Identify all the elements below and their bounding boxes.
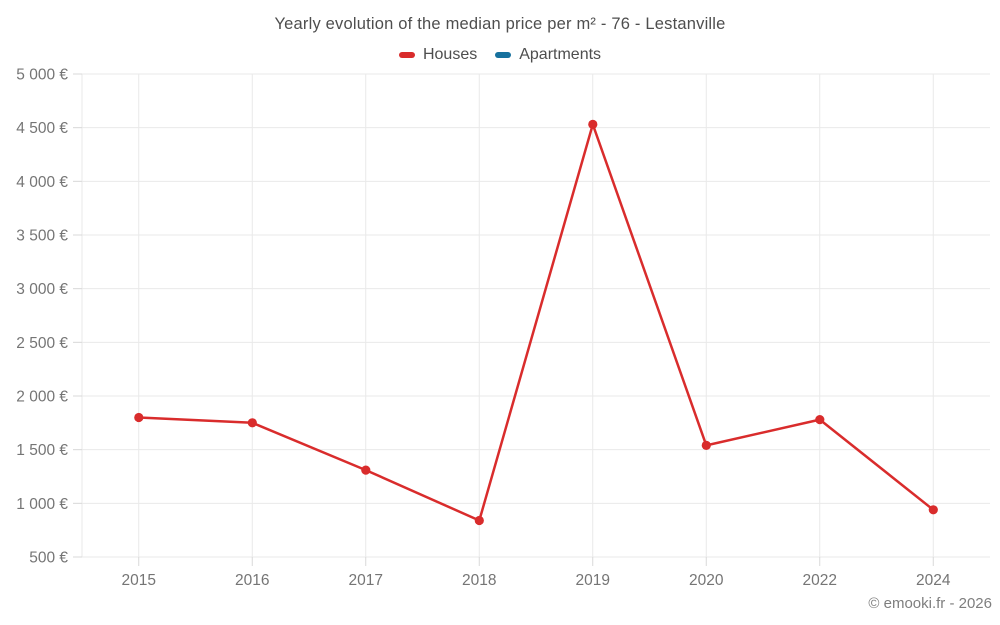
- y-tick-label: 4 000 €: [16, 174, 68, 191]
- legend-label: Houses: [422, 46, 478, 63]
- y-tick-label: 3 500 €: [16, 228, 68, 245]
- x-tick-label: 2019: [576, 572, 610, 589]
- houses-series-line: [137, 123, 935, 522]
- y-tick-label: 5 000 €: [16, 67, 68, 84]
- legend-label: Apartments: [519, 46, 602, 63]
- attribution-text: © emooki.fr - 2026: [868, 595, 992, 612]
- legend-swatch-apartments: [495, 52, 512, 58]
- x-tick-label: 2017: [349, 572, 383, 589]
- x-tick-label: 2018: [462, 572, 496, 589]
- houses-data-point[interactable]: [247, 418, 257, 428]
- houses-data-point[interactable]: [134, 412, 144, 423]
- x-tick-label: 2016: [235, 572, 269, 589]
- y-tick-label: 1 500 €: [16, 442, 68, 459]
- houses-data-point[interactable]: [928, 505, 938, 515]
- legend-item-apartments[interactable]: Apartments: [495, 46, 601, 64]
- y-tick-label: 2 000 €: [16, 389, 68, 406]
- x-tick-label: 2024: [916, 572, 951, 589]
- houses-data-point[interactable]: [588, 119, 598, 129]
- legend: Houses Apartments: [0, 46, 1000, 64]
- y-tick-label: 1 000 €: [16, 496, 68, 513]
- houses-data-point[interactable]: [474, 515, 484, 526]
- y-tick-label: 4 500 €: [16, 120, 68, 137]
- x-tick-label: 2020: [689, 572, 724, 589]
- legend-item-houses[interactable]: Houses: [398, 46, 478, 64]
- legend-swatch-houses: [398, 52, 415, 58]
- y-tick-label: 500 €: [29, 550, 68, 567]
- y-tick-label: 2 500 €: [16, 335, 68, 352]
- chart-title: Yearly evolution of the median price per…: [274, 15, 726, 33]
- y-tick-label: 3 000 €: [16, 281, 68, 298]
- x-tick-label: 2022: [803, 572, 837, 589]
- x-tick-label: 2015: [122, 572, 156, 589]
- houses-data-point[interactable]: [815, 415, 825, 425]
- houses-data-point[interactable]: [361, 465, 371, 475]
- houses-data-point[interactable]: [701, 440, 711, 450]
